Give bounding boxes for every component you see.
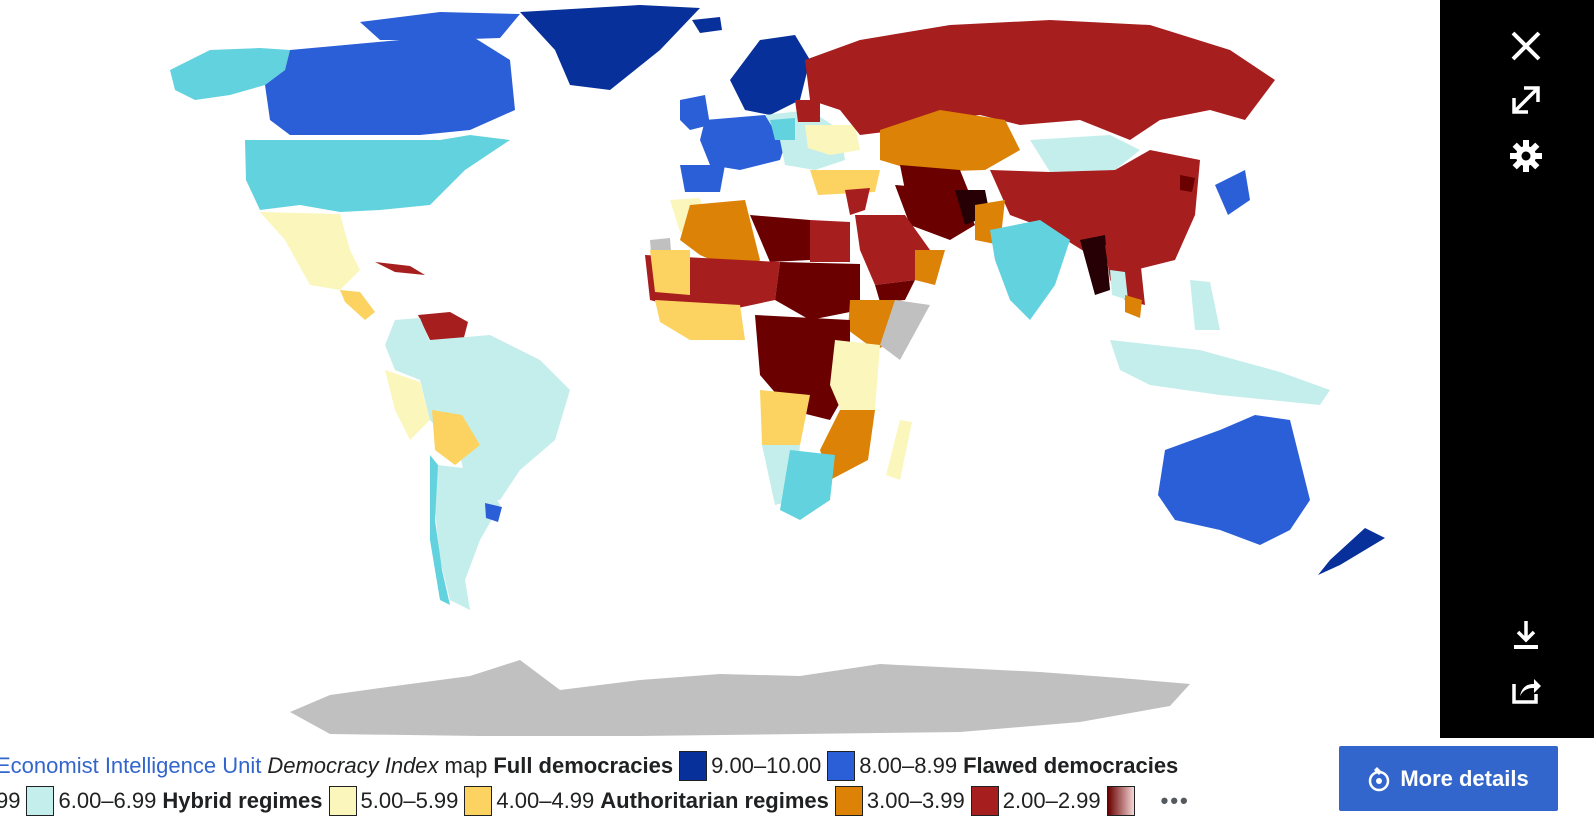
region-east-africa: [830, 340, 880, 420]
region-india: [990, 220, 1070, 320]
caption-map-word: map: [444, 753, 488, 778]
legend-swatch-1: [1106, 785, 1135, 816]
gear-icon: [1510, 140, 1542, 172]
region-chile: [430, 455, 450, 605]
region-china: [990, 150, 1200, 270]
settings-button[interactable]: [1506, 136, 1546, 176]
region-antarctica: [290, 660, 1190, 736]
download-button[interactable]: [1506, 615, 1546, 655]
region-nordics: [730, 35, 810, 115]
region-indonesia: [1110, 340, 1330, 405]
region-cambodia: [1125, 295, 1142, 318]
region-turkey: [810, 170, 880, 195]
region-nz: [1318, 528, 1385, 575]
region-algeria: [680, 200, 760, 275]
region-western-europe: [700, 115, 790, 170]
more-details-label: More details: [1400, 765, 1529, 791]
region-iran: [895, 185, 975, 240]
caption-index-name: Democracy Index: [267, 753, 439, 778]
fullscreen-icon: [1512, 86, 1540, 114]
legend-swatch-4: [464, 785, 493, 816]
close-icon: [1511, 31, 1541, 61]
legend-range-7-partial: 99: [0, 788, 21, 813]
region-australia: [1158, 415, 1310, 545]
region-canada-arctic: [360, 12, 520, 40]
region-mongolia: [1030, 135, 1140, 172]
region-alaska: [170, 48, 290, 100]
region-sudan: [775, 262, 860, 320]
region-uk: [680, 95, 710, 130]
region-eastern-europe-flawed: [770, 118, 795, 140]
caption-expand-ellipsis[interactable]: •••: [1160, 788, 1190, 813]
eiu-link[interactable]: Economist Intelligence Unit: [0, 753, 262, 778]
region-oman: [915, 250, 945, 285]
fullscreen-button[interactable]: [1506, 80, 1546, 120]
caption-line-2: 99 6.00–6.99 Hybrid regimes 5.00–5.99 4.…: [0, 783, 1306, 818]
legend-range-9: 9.00–10.00: [711, 753, 822, 778]
region-south-africa: [780, 450, 835, 520]
region-bolivia: [432, 410, 480, 465]
legend-range-4: 4.00–4.99: [496, 788, 595, 813]
region-uruguay: [485, 503, 502, 522]
region-angola: [760, 390, 810, 445]
region-argentina: [435, 465, 500, 610]
region-brazil: [420, 335, 570, 500]
region-saudi: [855, 215, 930, 285]
region-japan: [1215, 170, 1250, 215]
region-philippines: [1190, 280, 1220, 330]
legend-full-democracies-label: Full democracies: [493, 753, 674, 778]
legend-range-2: 2.00–2.99: [1002, 788, 1101, 813]
legend-swatch-5: [328, 785, 357, 816]
legend-flawed-democracies-label: Flawed democracies: [963, 753, 1179, 778]
region-myanmar: [1080, 235, 1110, 295]
region-egypt: [810, 220, 850, 262]
share-button[interactable]: [1506, 670, 1546, 710]
legend-range-3: 3.00–3.99: [866, 788, 965, 813]
region-mali: [650, 250, 690, 295]
region-peru: [385, 370, 430, 440]
region-greenland: [520, 5, 700, 90]
region-madagascar: [886, 420, 912, 480]
region-belarus: [795, 100, 820, 122]
legend-swatch-8: [827, 750, 856, 781]
region-ukraine: [805, 125, 860, 155]
download-icon: [1514, 621, 1538, 649]
region-mexico: [260, 212, 360, 290]
legend-range-5: 5.00–5.99: [360, 788, 459, 813]
democracy-index-map: [170, 5, 1385, 736]
legend-range-6: 6.00–6.99: [58, 788, 157, 813]
legend-swatch-9: [679, 750, 708, 781]
region-thailand: [1110, 270, 1128, 300]
more-details-button[interactable]: More details: [1339, 746, 1558, 811]
region-somalia: [880, 300, 930, 360]
region-yemen: [875, 280, 915, 302]
region-west-africa-coast: [655, 300, 745, 340]
region-cuba: [375, 262, 425, 275]
region-iceland: [692, 17, 722, 33]
legend-range-8: 8.00–8.99: [859, 753, 958, 778]
region-levant: [845, 188, 870, 215]
legend-swatch-6: [26, 785, 55, 816]
region-north-korea: [1180, 175, 1195, 192]
region-venezuela: [418, 312, 468, 345]
close-button[interactable]: [1506, 26, 1546, 66]
legend-swatch-3: [834, 785, 863, 816]
region-usa: [245, 135, 510, 212]
region-kazakhstan: [880, 110, 1020, 172]
share-icon: [1512, 679, 1541, 704]
image-caption: Economist Intelligence Unit Democracy In…: [0, 748, 1306, 828]
caption-line-1: Economist Intelligence Unit Democracy In…: [0, 748, 1306, 783]
region-andes-north: [385, 318, 430, 380]
region-canada: [265, 35, 515, 135]
media-viewer-toolbar: [1440, 0, 1594, 738]
region-central-america: [340, 290, 375, 320]
info-telescope-icon: [1368, 766, 1390, 792]
legend-authoritarian-label: Authoritarian regimes: [600, 788, 829, 813]
world-map-svg: [170, 5, 1385, 736]
region-iberia: [680, 165, 725, 192]
region-russia: [805, 20, 1275, 140]
legend-hybrid-regimes-label: Hybrid regimes: [162, 788, 323, 813]
legend-swatch-2: [970, 785, 999, 816]
region-libya: [750, 215, 810, 262]
